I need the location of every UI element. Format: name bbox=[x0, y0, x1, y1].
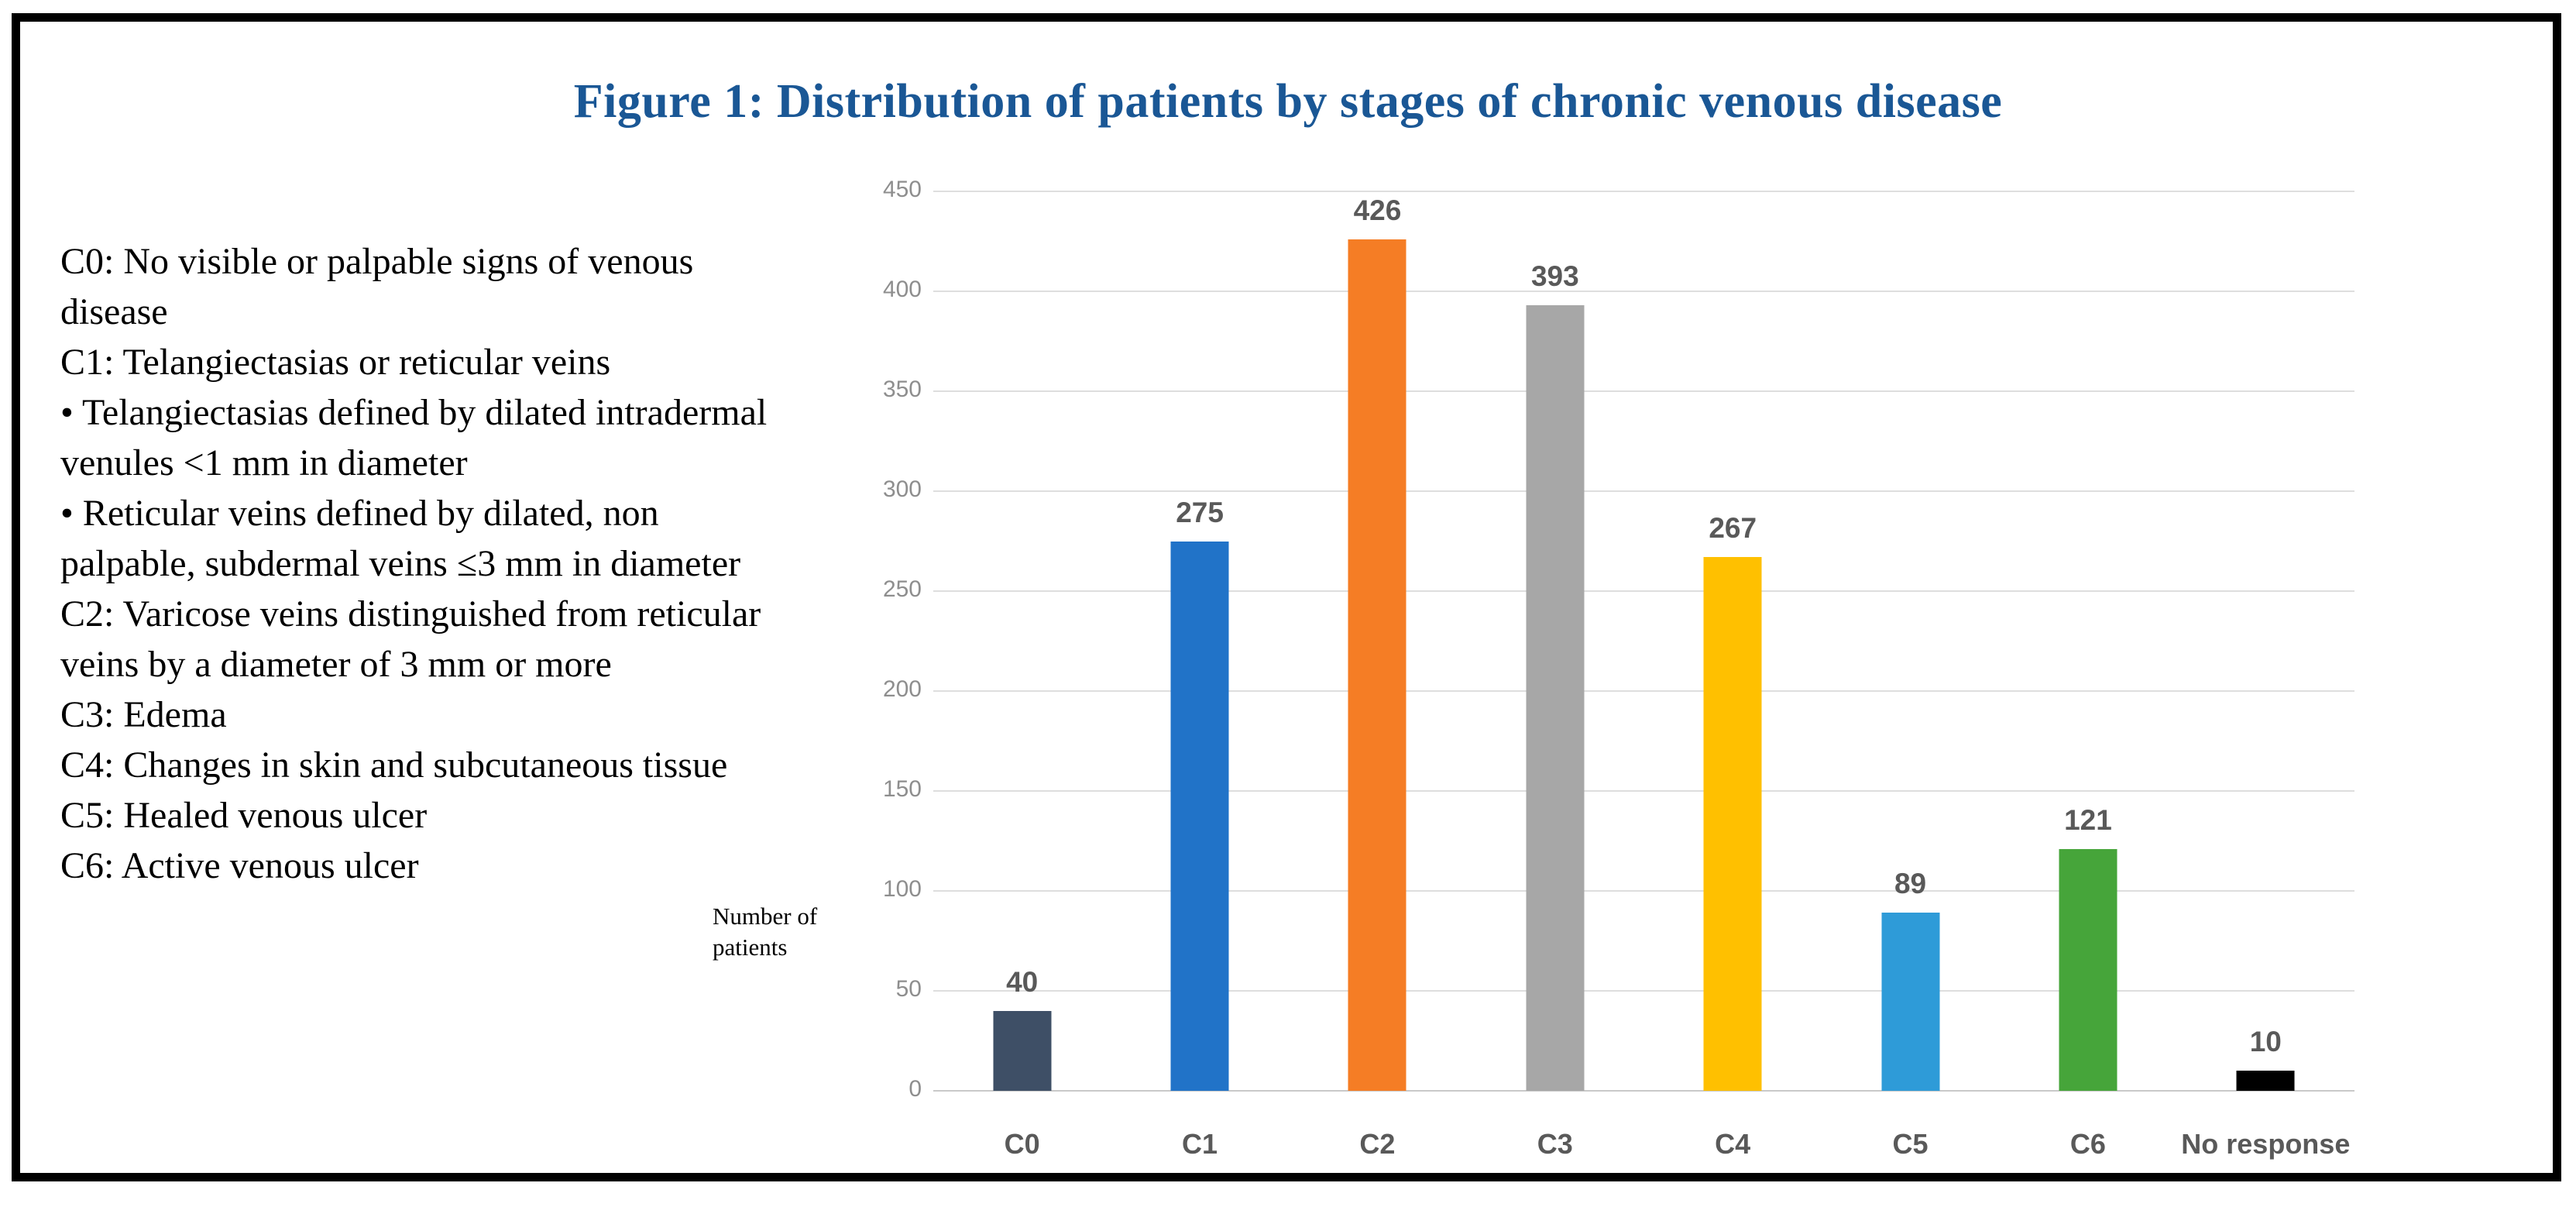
gridline bbox=[933, 291, 2354, 292]
gridline bbox=[933, 990, 2354, 992]
description-line: C5: Healed venous ulcer bbox=[60, 795, 428, 836]
gridline bbox=[933, 790, 2354, 792]
bar-no-response bbox=[2236, 1071, 2295, 1091]
y-axis-title: Number of patients bbox=[713, 901, 817, 963]
gridline bbox=[933, 590, 2354, 592]
y-axis-tick-label: 350 bbox=[882, 377, 922, 402]
y-axis-tick-label: 150 bbox=[882, 776, 922, 802]
bar-c3 bbox=[1526, 305, 1585, 1091]
x-axis-label-no-response: No response bbox=[2181, 1128, 2351, 1160]
description-line: C2: Varicose veins distinguished from re… bbox=[60, 593, 761, 634]
y-axis-tick-label: 400 bbox=[882, 277, 922, 302]
x-axis-label-c6: C6 bbox=[2069, 1128, 2106, 1160]
description-line: venules <1 mm in diameter bbox=[60, 442, 468, 483]
description-line: palpable, subdermal veins ≤3 mm in diame… bbox=[60, 543, 741, 584]
y-axis-tick-label: 100 bbox=[882, 876, 922, 902]
bar-slot: 426 C2 bbox=[1289, 191, 1466, 1160]
bar-value-label: 89 bbox=[1894, 868, 1927, 900]
y-axis-tick-label: 450 bbox=[882, 177, 922, 202]
y-axis-title-line1: Number of bbox=[713, 903, 818, 930]
x-axis-label-c4: C4 bbox=[1715, 1128, 1751, 1160]
x-axis-label-c3: C3 bbox=[1537, 1128, 1573, 1160]
bar-value-label: 426 bbox=[1353, 194, 1402, 226]
description-line: C6: Active venous ulcer bbox=[60, 845, 419, 886]
y-axis-tick-label: 200 bbox=[882, 676, 922, 702]
description-line: disease bbox=[60, 291, 168, 332]
y-axis-tick-label: 0 bbox=[908, 1076, 922, 1102]
bar-c2 bbox=[1348, 239, 1406, 1091]
bar-slot: 89 C5 bbox=[1822, 191, 1999, 1160]
cvd-stage-descriptions: C0: No visible or palpable signs of veno… bbox=[60, 236, 881, 891]
x-axis-label-c2: C2 bbox=[1359, 1128, 1396, 1160]
gridline bbox=[933, 390, 2354, 392]
gridline bbox=[933, 890, 2354, 892]
x-axis-label-c0: C0 bbox=[1004, 1128, 1040, 1160]
description-line: C4: Changes in skin and subcutaneous tis… bbox=[60, 744, 728, 786]
gridline bbox=[933, 191, 2354, 192]
bar-value-label: 275 bbox=[1176, 496, 1224, 528]
chart-area: 40 C0 275 C1 426 C2 393 C3 267 C4 89 C5 121 C6 10 No re… bbox=[933, 191, 2354, 1160]
gridline bbox=[933, 690, 2354, 692]
description-line: • Reticular veins defined by dilated, no… bbox=[60, 493, 659, 534]
bar-slot: 40 C0 bbox=[933, 191, 1111, 1160]
x-axis-line bbox=[933, 1090, 2354, 1092]
description-line: veins by a diameter of 3 mm or more bbox=[60, 644, 612, 685]
bar-value-label: 121 bbox=[2064, 803, 2112, 836]
x-axis-label-c1: C1 bbox=[1182, 1128, 1218, 1160]
figure-title: Figure 1: Distribution of patients by st… bbox=[573, 75, 2003, 128]
bar-c5 bbox=[1881, 913, 1940, 1091]
bar-value-label: 267 bbox=[1709, 512, 1757, 545]
y-axis-tick-labels: 0 50 100 150 200 250 300 350 400 450 bbox=[805, 177, 922, 1102]
bar-slot: 267 C4 bbox=[1644, 191, 1822, 1160]
bar-slot: 275 C1 bbox=[1111, 191, 1288, 1160]
description-line: C3: Edema bbox=[60, 694, 227, 735]
description-line: C1: Telangiectasias or reticular veins bbox=[60, 342, 611, 383]
figure-border bbox=[12, 13, 2561, 1181]
bar-c1 bbox=[1170, 541, 1229, 1091]
bar-c6 bbox=[2059, 848, 2117, 1091]
bar-slot: 393 C3 bbox=[1466, 191, 1643, 1160]
bar-value-label: 40 bbox=[1006, 965, 1039, 998]
bar-value-label: 10 bbox=[2249, 1026, 2282, 1058]
description-line: • Telangiectasias defined by dilated int… bbox=[60, 392, 768, 433]
description-line: C0: No visible or palpable signs of veno… bbox=[60, 241, 694, 282]
bar-c4 bbox=[1703, 557, 1762, 1091]
bar-slot: 121 C6 bbox=[1999, 191, 2176, 1160]
bar-c0 bbox=[993, 1010, 1052, 1091]
gridline bbox=[933, 490, 2354, 492]
y-axis-tick-label: 50 bbox=[895, 976, 922, 1002]
x-axis-label-c5: C5 bbox=[1892, 1128, 1929, 1160]
y-axis-tick-label: 300 bbox=[882, 476, 922, 502]
y-axis-tick-label: 250 bbox=[882, 576, 922, 602]
y-axis-title-line2: patients bbox=[713, 934, 788, 961]
bar-slot: 10 No response bbox=[2177, 191, 2354, 1160]
bar-value-label: 393 bbox=[1530, 260, 1579, 293]
